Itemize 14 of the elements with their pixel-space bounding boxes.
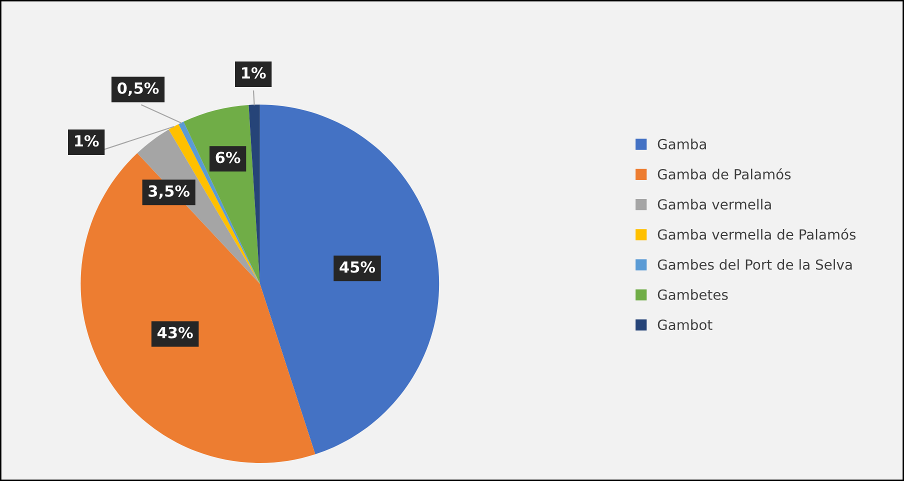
legend-label: Gamba vermella de Palamós xyxy=(658,228,856,240)
legend-label: Gambot xyxy=(658,319,712,330)
legend-label: Gamba de Palamós xyxy=(658,168,791,180)
data-label: 43% xyxy=(157,326,193,338)
data-label: 1% xyxy=(242,67,266,79)
legend-label: Gamba vermella xyxy=(658,198,771,210)
data-label: 1% xyxy=(75,135,99,147)
legend-label: Gamba xyxy=(658,138,706,150)
legend-label: Gambetes xyxy=(658,289,728,300)
data-label: 45% xyxy=(340,261,376,273)
data-label: 6% xyxy=(216,152,240,164)
legend-label: Gambes del Port de la Selva xyxy=(658,259,852,270)
data-label: 0,5% xyxy=(118,82,159,96)
data-label: 3,5% xyxy=(148,185,190,199)
